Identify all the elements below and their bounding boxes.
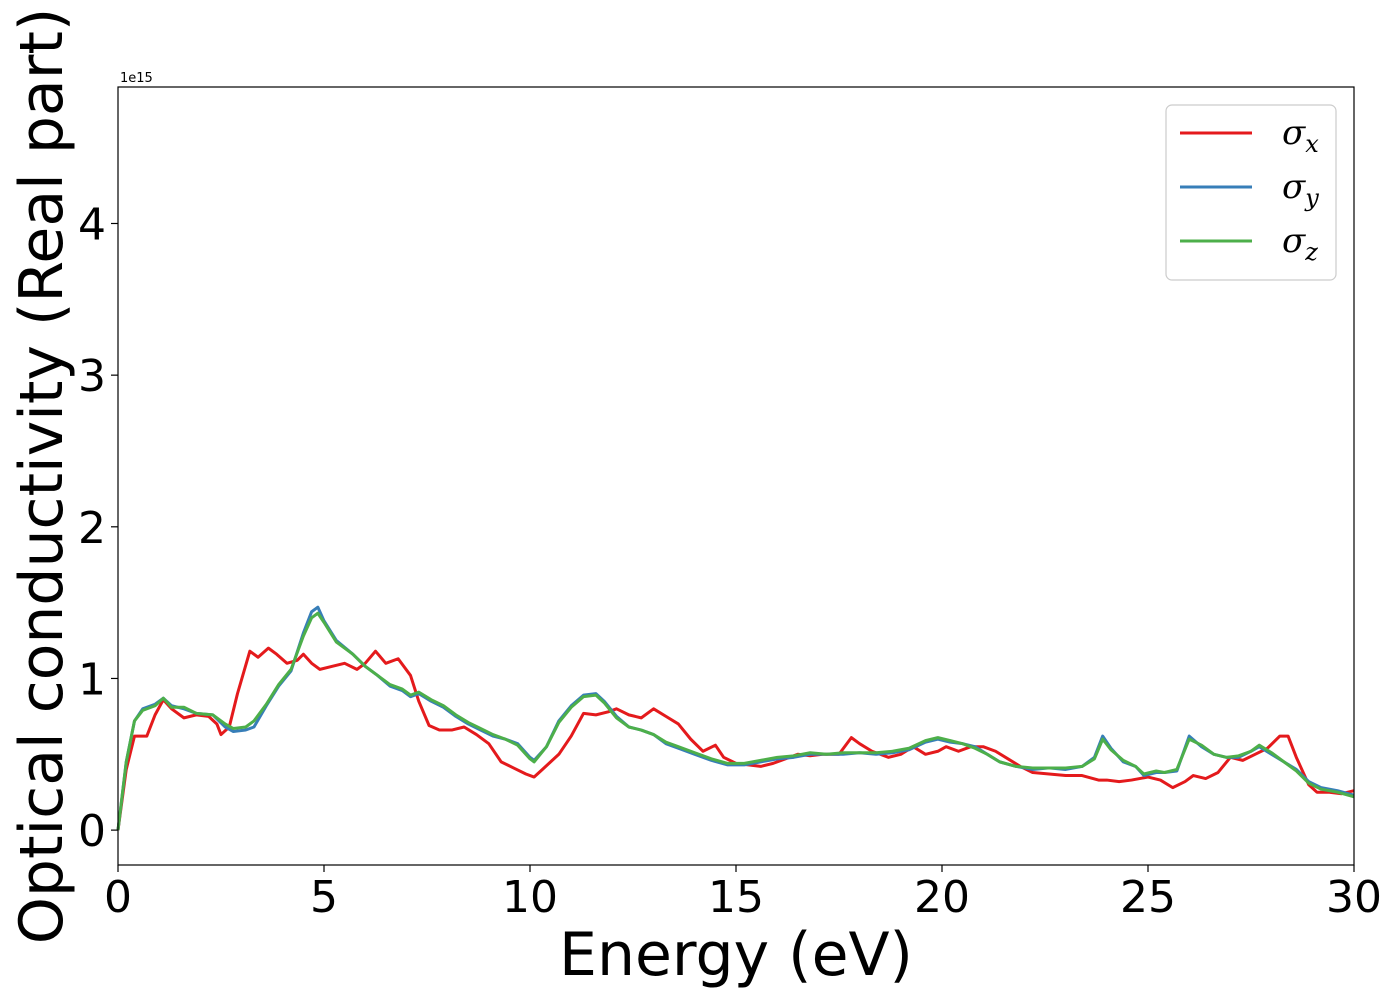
x-tick-label: 10 [502,872,558,923]
legend-box [1165,104,1337,281]
x-tick-label: 0 [104,872,132,923]
legend-subscript: x [1305,130,1319,158]
x-tick-label: 30 [1326,872,1382,923]
y-axis-title: Optical conductivity (Real part) [7,8,77,945]
y-tick-label: 4 [78,199,106,250]
legend-label-y: σy [1282,167,1319,212]
legend-symbol: σ [1282,113,1306,153]
y-tick-label: 2 [78,503,106,554]
x-axis-title: Energy (eV) [559,920,913,990]
x-tick-label: 5 [310,872,338,923]
series-line-x [116,646,1355,831]
x-tick-label: 15 [708,872,764,923]
y-tick-label: 0 [78,806,106,857]
x-tick-label: 25 [1120,872,1176,923]
legend-symbol: σ [1282,167,1306,207]
y-offset-label: 1e15 [120,71,153,86]
series-line-z [116,611,1355,831]
y-axis: 0 1 2 3 4 [78,199,118,857]
series-layer [116,605,1355,831]
series-line-y [116,605,1355,831]
x-axis: 0 5 10 15 20 25 30 [104,865,1382,923]
legend-subscript: z [1304,238,1318,266]
legend-label-z: σz [1282,221,1318,266]
x-tick-label: 20 [914,872,970,923]
legend-label-x: σx [1282,113,1319,158]
legend-subscript: y [1304,184,1319,212]
y-tick-label: 3 [78,351,106,402]
legend-symbol: σ [1282,221,1306,261]
y-tick-label: 1 [78,654,106,705]
